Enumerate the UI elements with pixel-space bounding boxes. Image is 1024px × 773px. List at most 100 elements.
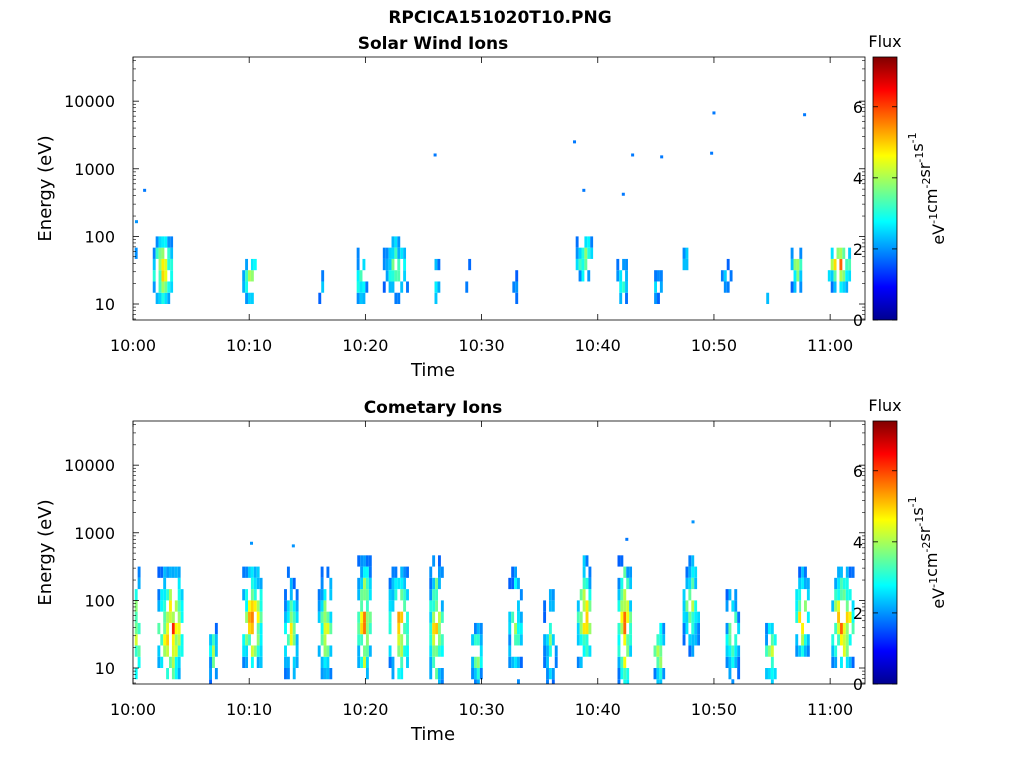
panel-2-cell-burst-18: [801, 622, 804, 635]
panel-2-cell-burst-1: [171, 622, 175, 635]
panel-2-cell-burst-10: [517, 611, 520, 623]
panel-1-cell-burst-3: [321, 270, 325, 282]
panel-2-cell-burst-2: [209, 645, 212, 657]
panel-2-cell-burst-11: [546, 634, 549, 646]
panel-1-cell-burst-1: [167, 281, 171, 293]
panel-2-cell-burst-13: [629, 645, 633, 657]
panel-2-cell-burst-12: [576, 611, 580, 623]
panel-2-cell-burst-19: [842, 622, 846, 635]
panel-2-cell-burst-6: [360, 589, 364, 601]
panel-2-cell-burst-14: [656, 679, 660, 684]
panel-2-cell-burst-15: [697, 622, 700, 635]
panel-2-cell-burst-9: [479, 656, 483, 669]
panel-2-cell-burst-3: [250, 600, 254, 612]
panel-2-cell-burst-6: [365, 656, 369, 669]
panel-1-cell-burst-17: [830, 247, 834, 259]
panel-1-cell-burst-10: [581, 247, 585, 259]
panel-2-cell-burst-5: [329, 611, 333, 623]
panel-2-cell-burst-16: [725, 656, 729, 669]
panel-2-cell-burst-15: [688, 566, 692, 578]
panel-2-cell-burst-1: [169, 600, 172, 612]
panel-1-colorbar-tick-label-3: 6: [853, 98, 863, 117]
panel-2-cell-burst-1: [180, 611, 184, 623]
panel-2-cell-burst-14: [662, 668, 666, 680]
panel-2-cell-burst-12: [582, 589, 586, 601]
panel-2-cell-burst-9: [476, 634, 480, 646]
panel-1-cell-burst-1: [167, 258, 171, 271]
panel-1-cell-burst-17: [839, 270, 843, 282]
panel-2-cell-burst-1: [157, 589, 161, 601]
panel-2-cell-burst-7: [397, 611, 401, 623]
panel-1-cell-burst-1: [170, 270, 174, 282]
panel-1-cell-burst-2: [253, 258, 257, 271]
panel-2-cell-burst-6: [357, 611, 361, 623]
panel-2-cell-burst-13: [626, 611, 630, 623]
panel-2-cell-burst-15: [691, 622, 695, 635]
panel-2-cell-burst-1: [177, 589, 181, 601]
panel-2-cell-burst-3: [256, 645, 260, 657]
panel-1-point-6: [631, 153, 635, 157]
panel-2-cell-burst-3: [259, 589, 263, 601]
panel-2-cell-burst-13: [626, 645, 630, 657]
panel-2-cell-burst-19: [848, 656, 852, 669]
panel-2-cell-burst-8: [435, 668, 438, 680]
panel-2-cell-burst-4: [295, 600, 299, 612]
panel-2-cell-burst-19: [845, 566, 849, 578]
panel-2-cell-burst-19: [840, 589, 843, 601]
panel-2-cell-burst-14: [653, 645, 657, 657]
panel-2-cell-burst-1: [160, 634, 164, 646]
panel-2-cell-burst-1: [177, 611, 181, 623]
panel-2-colorbar: [872, 420, 898, 685]
panel-2-cell-burst-10: [508, 611, 512, 623]
panel-2-cell-burst-7: [400, 668, 404, 680]
panel-1-cell-burst-3: [321, 281, 325, 293]
panel-1-cell-burst-17: [833, 270, 837, 282]
panel-1-cell-burst-5: [397, 247, 401, 259]
panel-2-cell-burst-18: [798, 645, 802, 657]
panel-1-cell-burst-5: [394, 292, 398, 305]
panel-2-cell-burst-1: [177, 600, 181, 612]
panel-2-cell-burst-11: [548, 589, 552, 601]
panel-2-cell-burst-3: [253, 577, 257, 590]
panel-2-cell-burst-11: [551, 589, 555, 601]
panel-1-cell-burst-1: [158, 247, 162, 259]
panel-2-cell-burst-8: [432, 634, 436, 646]
panel-2-cell-burst-14: [653, 668, 657, 680]
panel-2-cell-burst-12: [576, 600, 580, 612]
panel-2-cell-burst-5: [326, 566, 330, 578]
panel-2-cell-burst-12: [582, 622, 586, 635]
panel-1-colorbar-unit-exp-1: -2: [920, 178, 933, 189]
panel-2-cell-burst-17: [773, 668, 777, 680]
panel-2-cell-burst-10: [517, 577, 520, 590]
panel-1-cell-burst-5: [397, 292, 401, 305]
panel-2-cell-burst-14: [659, 679, 663, 684]
panel-2-cell-burst-12: [588, 577, 592, 590]
panel-2-cell-burst-6: [363, 622, 366, 635]
panel-2-cell-burst-11: [554, 656, 558, 669]
panel-2-cell-burst-16: [734, 611, 738, 623]
panel-2-cell-burst-6: [363, 645, 366, 657]
panel-2-cell-burst-7: [388, 656, 392, 669]
panel-1-cell-burst-16: [799, 270, 803, 282]
panel-2-cell-burst-14: [656, 656, 660, 669]
panel-2-cell-burst-3: [256, 577, 260, 590]
panel-2-cell-burst-9: [471, 668, 475, 680]
panel-2-cell-burst-2: [209, 656, 212, 669]
panel-2-cell-burst-10: [517, 679, 520, 684]
panel-1-plot-area: [133, 57, 865, 320]
panel-2-cell-burst-8: [432, 589, 436, 601]
panel-2-cell-burst-1: [174, 600, 178, 612]
panel-1-cell-burst-13: [685, 258, 689, 271]
panel-2-cell-burst-9: [471, 656, 475, 669]
panel-2-cell-burst-19: [845, 611, 849, 623]
panel-1-cell-burst-11: [625, 258, 628, 271]
panel-1-cell-burst-1: [164, 258, 168, 271]
panel-2-cell-burst-9: [471, 634, 475, 646]
panel-1-cell-burst-4: [359, 292, 363, 305]
panel-2-colorbar-unit-exp-0: -1: [927, 577, 940, 588]
panel-2-cell-burst-1: [166, 668, 170, 680]
panel-1-cell-burst-1: [158, 236, 162, 248]
panel-2-cell-burst-9: [474, 679, 477, 684]
panel-2-cell-burst-8: [432, 645, 436, 657]
panel-2-cell-burst-5: [329, 577, 333, 590]
